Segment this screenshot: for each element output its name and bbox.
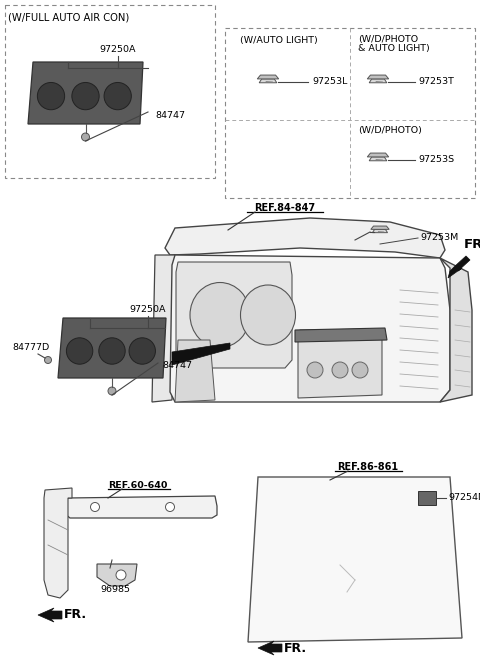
Ellipse shape [190, 283, 250, 348]
Polygon shape [172, 343, 230, 365]
Polygon shape [176, 262, 292, 368]
Polygon shape [257, 75, 279, 79]
Circle shape [37, 83, 65, 110]
Polygon shape [65, 496, 217, 518]
Text: 97254M: 97254M [448, 493, 480, 502]
Circle shape [66, 338, 93, 364]
Text: (W/D/PHOTO: (W/D/PHOTO [358, 35, 418, 44]
Text: FR.: FR. [464, 239, 480, 251]
Text: 84747: 84747 [162, 361, 192, 369]
Polygon shape [97, 564, 137, 586]
Polygon shape [298, 330, 382, 398]
Polygon shape [175, 340, 215, 402]
Text: 97250A: 97250A [100, 45, 136, 54]
Text: (W/FULL AUTO AIR CON): (W/FULL AUTO AIR CON) [8, 13, 129, 23]
Circle shape [129, 338, 156, 364]
Polygon shape [371, 226, 389, 230]
Circle shape [352, 362, 368, 378]
Circle shape [307, 362, 323, 378]
Text: REF.60-640: REF.60-640 [108, 480, 168, 489]
Polygon shape [295, 328, 387, 342]
Polygon shape [448, 256, 470, 278]
Circle shape [166, 502, 175, 512]
Polygon shape [248, 477, 462, 642]
Polygon shape [28, 62, 143, 124]
Text: 97253T: 97253T [418, 77, 454, 87]
Polygon shape [58, 318, 166, 378]
Polygon shape [259, 79, 277, 83]
Polygon shape [369, 157, 387, 161]
Text: 97250A: 97250A [130, 306, 166, 314]
Text: (W/D/PHOTO): (W/D/PHOTO) [358, 126, 422, 135]
Text: FR.: FR. [64, 609, 87, 621]
Text: REF.84-847: REF.84-847 [254, 203, 315, 213]
Circle shape [108, 387, 116, 395]
Polygon shape [44, 488, 72, 598]
Polygon shape [152, 255, 175, 402]
Circle shape [332, 362, 348, 378]
Text: REF.86-861: REF.86-861 [337, 462, 398, 472]
Text: 97253L: 97253L [312, 77, 348, 87]
Text: (W/AUTO LIGHT): (W/AUTO LIGHT) [240, 36, 318, 45]
Circle shape [91, 502, 99, 512]
Circle shape [116, 570, 126, 580]
Polygon shape [418, 491, 436, 505]
Polygon shape [367, 75, 389, 79]
Circle shape [72, 83, 99, 110]
Polygon shape [258, 641, 282, 655]
Text: 97253S: 97253S [418, 155, 454, 165]
Text: 97253M: 97253M [420, 234, 458, 243]
Text: 96985: 96985 [100, 586, 130, 594]
Text: 84777D: 84777D [12, 344, 49, 352]
Text: 84747: 84747 [155, 110, 185, 119]
Polygon shape [367, 153, 389, 157]
Text: FR.: FR. [284, 642, 307, 655]
Polygon shape [369, 79, 387, 83]
Polygon shape [38, 608, 62, 622]
Circle shape [99, 338, 125, 364]
Text: & AUTO LIGHT): & AUTO LIGHT) [358, 44, 430, 53]
Polygon shape [440, 258, 472, 402]
Circle shape [45, 356, 51, 363]
Ellipse shape [240, 285, 296, 345]
Polygon shape [372, 230, 387, 233]
Polygon shape [170, 255, 450, 402]
Circle shape [82, 133, 89, 141]
Circle shape [104, 83, 132, 110]
Polygon shape [165, 218, 445, 258]
